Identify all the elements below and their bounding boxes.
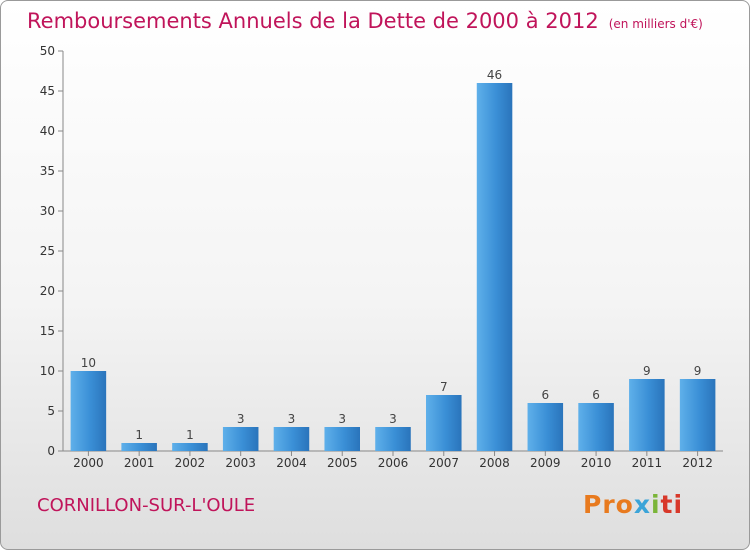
x-tick-label: 2007: [428, 456, 459, 470]
bar: [426, 395, 462, 451]
data-label: 9: [643, 364, 651, 378]
data-label: 1: [135, 428, 143, 442]
x-tick-label: 2001: [124, 456, 155, 470]
x-tick-label: 2000: [73, 456, 104, 470]
x-tick-label: 2010: [581, 456, 612, 470]
data-label: 9: [694, 364, 702, 378]
x-tick-label: 2009: [530, 456, 561, 470]
data-label: 1: [186, 428, 194, 442]
commune-name: CORNILLON-SUR-L'OULE: [37, 495, 256, 516]
x-tick-label: 2008: [479, 456, 510, 470]
data-label: 7: [440, 380, 448, 394]
y-tick-label: 0: [47, 444, 55, 458]
chart-axes: 0 5 10 15 20 25 30 35 40 45 50 2000 2001 2002 2003 2004…: [40, 44, 723, 470]
bar: [527, 403, 564, 451]
data-label: 3: [389, 412, 397, 426]
bar: [273, 427, 310, 451]
bar: [629, 379, 665, 451]
x-tick-label: 2002: [175, 456, 206, 470]
proxiti-logo: Proxiti: [583, 490, 683, 519]
x-tick-label: 2012: [682, 456, 713, 470]
y-tick-label: 25: [40, 244, 55, 258]
bar: [578, 403, 614, 451]
y-tick-label: 15: [40, 324, 55, 338]
bar: [375, 427, 411, 451]
logo-part-2: x: [633, 490, 651, 519]
y-tick-label: 40: [40, 124, 55, 138]
data-label: 3: [237, 412, 245, 426]
x-tick-label: 2011: [632, 456, 663, 470]
chart-bars: 10 1 1 3 3 3 3 7 46 6 6 9 9: [70, 68, 716, 451]
bar: [476, 83, 513, 451]
logo-part-3: i: [650, 490, 661, 519]
data-label: 3: [338, 412, 346, 426]
unit-label: (en milliers d'€): [608, 17, 703, 31]
x-tick-label: 2005: [327, 456, 358, 470]
bar: [70, 371, 107, 451]
chart-title: Remboursements Annuels de la Dette de 20…: [27, 9, 703, 33]
data-label: 6: [592, 388, 600, 402]
data-label: 6: [541, 388, 549, 402]
bar: [324, 427, 360, 451]
logo-part-4: ti: [660, 490, 684, 519]
logo-part-1: Pro: [583, 490, 634, 519]
y-tick-label: 45: [40, 84, 55, 98]
chart-title-text: Remboursements Annuels de la Dette de 20…: [27, 9, 599, 33]
bar: [172, 443, 208, 451]
y-tick-label: 30: [40, 204, 55, 218]
x-tick-label: 2003: [225, 456, 256, 470]
x-tick-label: 2006: [378, 456, 409, 470]
y-tick-label: 5: [47, 404, 55, 418]
y-tick-label: 50: [40, 44, 55, 58]
y-tick-label: 10: [40, 364, 55, 378]
bar: [222, 427, 259, 451]
x-tick-label: 2004: [276, 456, 307, 470]
y-tick-label: 20: [40, 284, 55, 298]
y-tick-label: 35: [40, 164, 55, 178]
bar: [679, 379, 716, 451]
data-label: 3: [288, 412, 296, 426]
data-label: 10: [81, 356, 96, 370]
bar: [121, 443, 157, 451]
data-label: 46: [487, 68, 502, 82]
